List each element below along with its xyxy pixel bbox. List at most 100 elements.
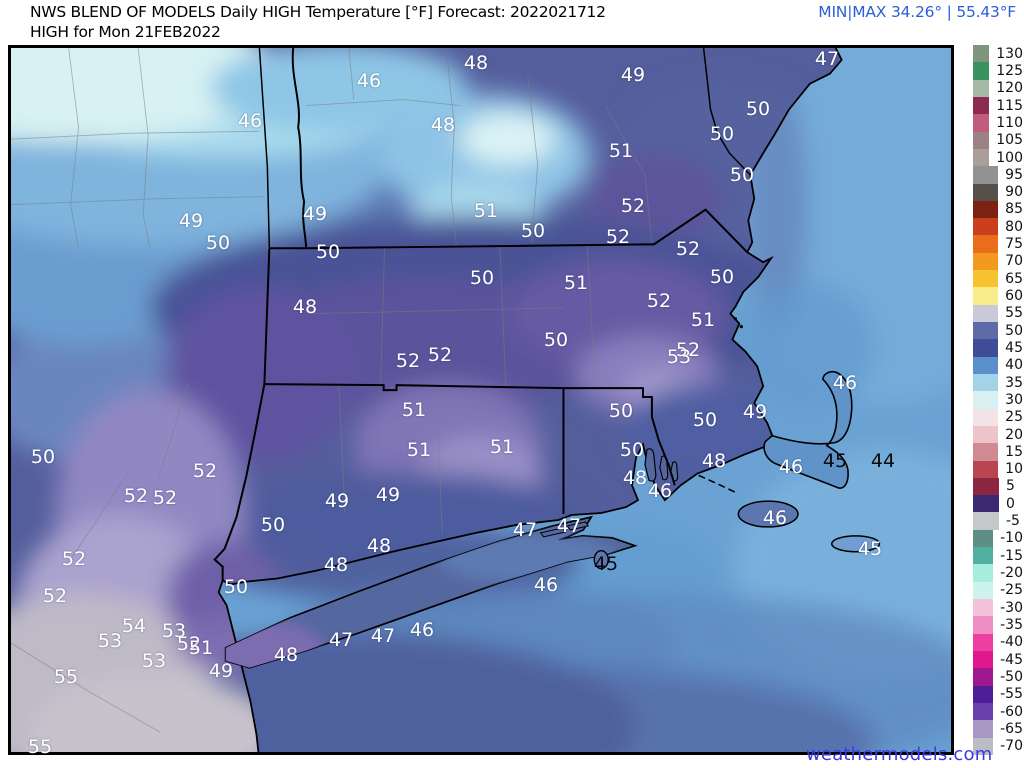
colorbar-band: 90 — [973, 183, 1023, 201]
colorbar-band: 50 — [973, 322, 1023, 340]
colorbar-value: 25 — [1005, 409, 1023, 426]
colorbar-band: -20 — [973, 564, 1023, 582]
fishers-island — [539, 527, 567, 538]
colorbar-swatch — [973, 373, 999, 392]
colorbar-value: -55 — [1000, 686, 1023, 703]
colorbar-swatch — [973, 564, 994, 582]
colorbar-swatch — [973, 581, 994, 599]
colorbar-band: 30 — [973, 391, 1023, 409]
colorbar-value: 30 — [1005, 391, 1023, 408]
colorbar-band: 115 — [973, 96, 1023, 115]
colorbar-value: 105 — [996, 132, 1023, 149]
colorbar-value: -40 — [1000, 634, 1023, 651]
colorbar-swatch — [973, 79, 990, 97]
colorbar-band: 80 — [973, 218, 1023, 236]
colorbar-band: 75 — [973, 235, 1023, 253]
border-ma-north — [269, 208, 749, 253]
aquidneck-island — [644, 448, 657, 482]
colorbar-value: -60 — [1000, 703, 1023, 720]
county-lines — [11, 48, 653, 733]
colorbar-band: 5 — [973, 477, 1023, 496]
colorbar-value: 115 — [996, 97, 1023, 114]
colorbar-value: -50 — [1000, 668, 1023, 685]
colorbar-swatch — [973, 304, 999, 322]
colorbar-swatch — [973, 668, 994, 686]
colorbar-value: -15 — [1000, 547, 1023, 564]
colorbar-swatch — [973, 685, 994, 703]
map-svg — [11, 48, 951, 752]
border-vt-ny — [258, 48, 271, 249]
colorbar-band: -30 — [973, 599, 1023, 617]
colorbar-value: -5 — [1006, 513, 1020, 530]
state-borders — [213, 48, 751, 581]
colorbar-value: 20 — [1005, 426, 1023, 443]
colorbar-value: 45 — [1005, 339, 1023, 356]
colorbar-value: -45 — [1000, 651, 1023, 668]
colorbar-value: 60 — [1005, 288, 1023, 305]
colorbar-band: 65 — [973, 270, 1023, 288]
colorbar-band: -5 — [973, 512, 1023, 530]
colorbar-value: -30 — [1000, 599, 1023, 616]
colorbar-swatch — [973, 512, 999, 530]
plum-island — [566, 521, 590, 531]
colorbar-band: 100 — [973, 148, 1023, 167]
colorbar-band: 10 — [973, 460, 1023, 478]
colorbar-value: -65 — [1000, 720, 1023, 737]
colorbar-band: 120 — [973, 79, 1023, 97]
colorbar-band: -15 — [973, 547, 1023, 565]
colorbar-band: 40 — [973, 356, 1023, 374]
colorbar-swatch — [973, 702, 994, 721]
colorbar-value: -10 — [1000, 530, 1023, 547]
cape-cod — [763, 370, 853, 489]
watermark-link[interactable]: weathermodels.com — [806, 744, 993, 765]
colorbar-band: 70 — [973, 252, 1023, 271]
minmax-readout: MIN|MAX 34.26° | 55.43°F — [818, 3, 1016, 21]
colorbar-swatch — [973, 356, 999, 374]
colorbar-value: 95 — [1005, 166, 1023, 183]
colorbar-swatch — [973, 148, 990, 167]
colorbar-band: 60 — [973, 287, 1023, 305]
colorbar-value: 100 — [996, 149, 1023, 166]
colorbar-value: 50 — [1005, 322, 1023, 339]
border-ct-ma — [264, 383, 564, 392]
colorbar-value: 90 — [1005, 184, 1023, 201]
colorbar-value: -20 — [1000, 565, 1023, 582]
nantucket-island — [831, 535, 881, 553]
colorbar-band: 85 — [973, 200, 1023, 219]
colorbar-swatch — [973, 650, 994, 669]
colorbar-band: 25 — [973, 408, 1023, 426]
colorbar: 130 125 120 115 110 105 100 95 90 85 80 75 70 65 60 55 5… — [973, 45, 1023, 755]
colorbar-value: -70 — [1000, 738, 1023, 755]
colorbar-value: 110 — [996, 114, 1023, 131]
colorbar-band: 0 — [973, 495, 1023, 513]
colorbar-value: -35 — [1000, 616, 1023, 633]
colorbar-swatch — [973, 599, 994, 617]
colorbar-swatch — [973, 547, 994, 565]
colorbar-value: 120 — [996, 80, 1023, 97]
colorbar-value: 85 — [1005, 201, 1023, 218]
colorbar-band: -60 — [973, 702, 1023, 721]
colorbar-band: -25 — [973, 581, 1023, 599]
colorbar-swatch — [973, 166, 999, 184]
colorbar-band: 20 — [973, 425, 1023, 444]
colorbar-swatch — [973, 477, 999, 496]
colorbar-swatch — [973, 218, 999, 236]
colorbar-value: 75 — [1005, 236, 1023, 253]
colorbar-value: 0 — [1006, 495, 1015, 512]
colorbar-band: 55 — [973, 304, 1023, 322]
colorbar-value: 125 — [996, 62, 1023, 79]
colorbar-value: 5 — [1006, 478, 1015, 495]
colorbar-swatch — [973, 131, 990, 149]
colorbar-value: 15 — [1005, 443, 1023, 460]
border-nh-me — [702, 48, 751, 176]
title-block: NWS BLEND OF MODELS Daily HIGH Temperatu… — [30, 2, 606, 42]
block-island — [593, 550, 609, 570]
colorbar-swatch — [973, 235, 999, 253]
colorbar-band: -50 — [973, 668, 1023, 686]
colorbar-swatch — [973, 322, 999, 340]
colorbar-value: 10 — [1005, 461, 1023, 478]
coastline — [217, 48, 843, 752]
colorbar-swatch — [973, 270, 999, 288]
colorbar-band: 45 — [973, 339, 1023, 357]
colorbar-swatch — [973, 720, 994, 738]
